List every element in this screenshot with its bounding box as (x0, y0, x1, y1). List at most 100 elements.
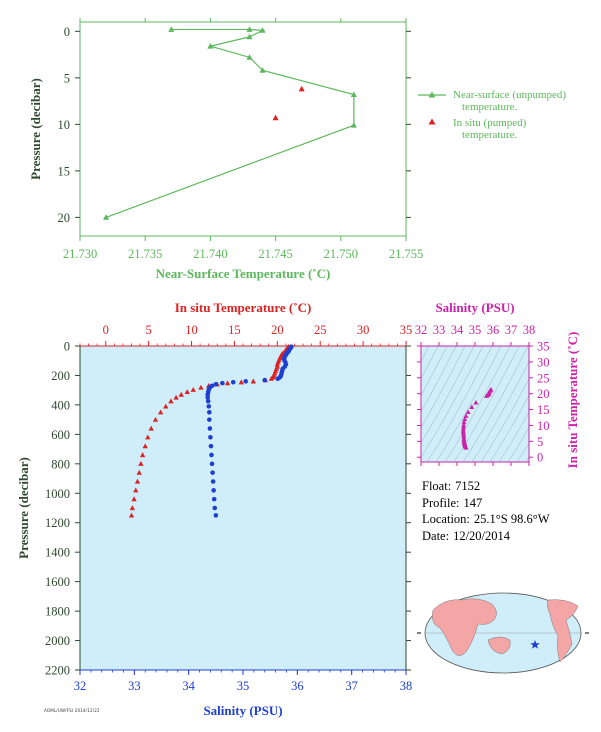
ts-salinity-tick-label: 34 (451, 323, 464, 337)
near-surface-point (259, 27, 266, 33)
profile-temperature-point (142, 443, 148, 449)
map-land-eurasia-africa (432, 598, 497, 656)
profile-temperature-tick-label: 35 (400, 323, 413, 337)
profile-temperature-point (268, 375, 274, 381)
profile-salinity-point (262, 377, 268, 383)
ts-salinity-tick-label: 37 (505, 323, 518, 337)
profile-pressure-tick-label: 800 (51, 457, 70, 471)
near-surface-legend: Near-surface (unpumped) temperature. In … (418, 89, 566, 141)
map-float-location-marker (530, 640, 540, 649)
ts-point (469, 404, 475, 409)
near-surface-x-tick-label: 21.750 (324, 247, 358, 261)
near-surface-y-tick-label: 15 (58, 164, 71, 178)
near-surface-y-tick-label: 5 (64, 71, 70, 85)
profile-salinity-point (220, 380, 225, 386)
ts-salinity-tick-label: 38 (523, 323, 536, 337)
ts-salinity-tick-labels: 32 33 34 35 36 37 38 (415, 323, 536, 337)
profile-salinity-point (209, 452, 214, 458)
near-surface-y-axis-label: Pressure (decibar) (28, 78, 43, 180)
profile-salinity-point (211, 496, 217, 502)
legend-green-label-line1: Near-surface (unpumped) (453, 89, 566, 101)
profile-temperature-tick-label: 20 (271, 323, 284, 337)
profile-temperature-point (145, 434, 151, 440)
profile-temperature-point (148, 425, 154, 431)
near-surface-series-line-0 (105, 28, 355, 218)
profile-salinity-tick-label: 38 (400, 679, 413, 693)
date-row: Date: 12/20/2014 (422, 528, 550, 545)
date-value: 12/20/2014 (453, 528, 511, 543)
ts-density-contour (516, 442, 529, 462)
legend-red-label-line1: In situ (pumped) (453, 117, 527, 129)
profile-salinity-point (211, 488, 216, 493)
near-surface-point (272, 114, 279, 121)
profile-pressure-tick-label: 1200 (45, 516, 70, 530)
profile-temperature-point (131, 496, 137, 502)
profile-temperature-point (173, 394, 179, 400)
near-surface-y-tick-label: 20 (58, 211, 71, 225)
ts-density-contour (453, 346, 520, 462)
profile-temperature-point (178, 391, 184, 397)
date-label: Date: (422, 528, 450, 543)
profile-salinity-tick-label: 34 (182, 679, 195, 693)
near-surface-point (259, 67, 266, 73)
profile-temperature-point (168, 398, 174, 404)
profile-salinity-point (207, 409, 212, 415)
profile-salinity-point (208, 435, 213, 440)
near-surface-point (350, 122, 357, 128)
ts-density-contours (421, 346, 529, 462)
profile-ticks (75, 341, 411, 675)
ts-point (473, 399, 479, 405)
ts-density-contour (462, 346, 529, 462)
profile-salinity-point (206, 404, 212, 409)
profile-pressure-tick-label: 0 (64, 340, 70, 354)
ts-density-contour (435, 346, 502, 462)
ts-temperature-tick-label: 10 (537, 419, 550, 433)
legend-green-triangle-marker (428, 91, 436, 98)
profile-y-axis-label: Pressure (decibar) (16, 457, 31, 559)
profile-temperature-point (133, 487, 139, 493)
profile-temperature-point (224, 380, 231, 386)
ts-temperature-tick-label: 35 (537, 340, 550, 354)
profile-temperature-tick-label: 25 (314, 323, 327, 337)
ts-temperature-tick-label: 25 (537, 371, 550, 385)
legend-red-triangle-marker (428, 118, 436, 125)
ts-density-contour (421, 346, 439, 380)
profile-pressure-tick-label: 1800 (45, 605, 70, 619)
map-land-australia (487, 636, 511, 655)
profile-temperature-point (136, 469, 142, 475)
near-surface-point (298, 85, 305, 92)
ts-salinity-tick-label: 35 (469, 323, 482, 337)
near-surface-x-tick-label: 21.740 (193, 247, 227, 261)
near-surface-point (207, 42, 214, 49)
profile-temperature-point (238, 379, 244, 385)
profile-temperature-point (184, 389, 190, 395)
ts-temperature-tick-label: 0 (537, 451, 543, 465)
profile-salinity-tick-label: 35 (237, 679, 250, 693)
near-surface-y-tick-label: 10 (58, 118, 71, 132)
profile-pressure-tick-label: 600 (51, 428, 70, 442)
profile-temperature-tick-labels: 0 5 10 15 20 25 30 35 (103, 323, 413, 337)
profile-salinity-tick-labels: 32 33 34 35 36 37 38 (74, 679, 413, 693)
ts-ticks (417, 342, 533, 466)
ts-density-contour (426, 346, 493, 462)
profile-salinity-point (213, 513, 219, 518)
profile-salinity-tick-label: 37 (345, 679, 358, 693)
near-surface-series (103, 26, 357, 220)
ts-temperature-tick-label: 15 (537, 403, 550, 417)
near-surface-x-tick-label: 21.745 (258, 247, 292, 261)
footer-credit: AOML/UW/FSI 2014/12/22 (44, 708, 100, 713)
profile-temperature-tick-label: 15 (228, 323, 241, 337)
profile-pressure-tick-labels: 0 200 400 600 800 1000 1200 1400 1600 1800 2000 220… (45, 340, 70, 678)
near-surface-x-tick-label: 21.730 (63, 247, 97, 261)
ts-x-axis-label: Salinity (PSU) (435, 300, 514, 315)
profile-salinity-series (205, 344, 294, 518)
near-surface-x-tick-labels: 21.730 21.735 21.740 21.745 21.750 21.755 (63, 247, 423, 261)
ts-point (465, 409, 471, 415)
near-surface-point (246, 26, 253, 32)
profile-salinity-point (275, 376, 281, 381)
ts-salinity-tick-label: 36 (487, 323, 500, 337)
profile-pressure-tick-label: 200 (51, 369, 70, 383)
ts-point (462, 416, 468, 422)
